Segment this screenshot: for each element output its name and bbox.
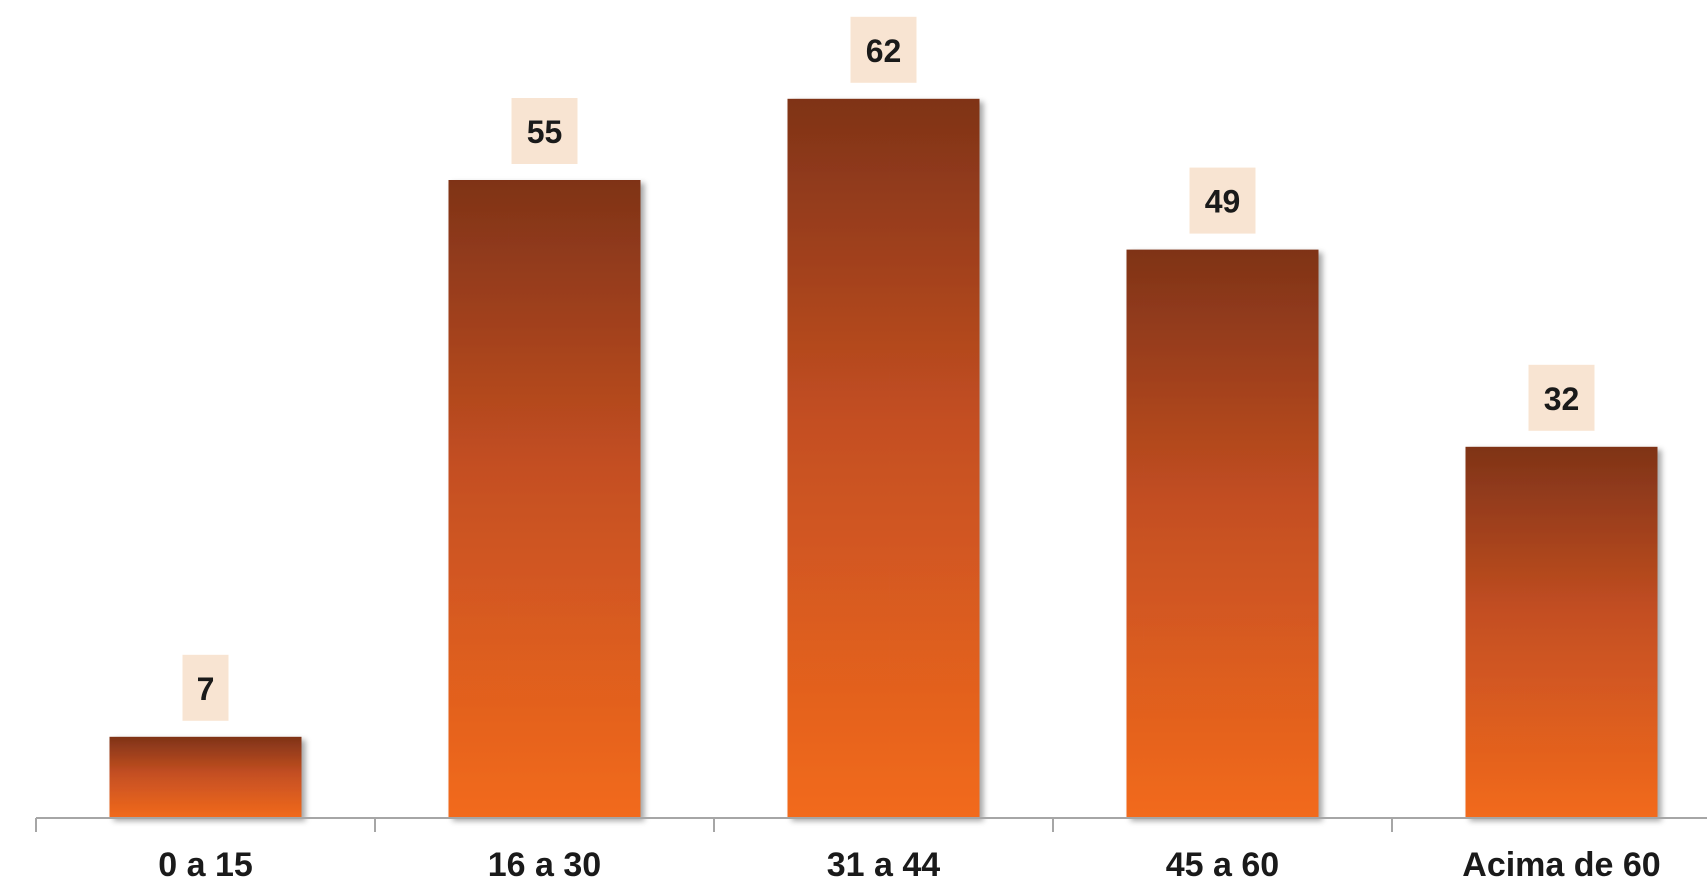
x-tick-label-2: 31 a 44 bbox=[827, 846, 941, 884]
data-label-4: 32 bbox=[1544, 381, 1580, 417]
bar-2 bbox=[787, 98, 980, 819]
data-label-2: 62 bbox=[866, 33, 902, 69]
bar-1 bbox=[448, 180, 641, 818]
bars-layer bbox=[109, 98, 1658, 819]
data-label-3: 49 bbox=[1205, 184, 1241, 220]
data-label-1: 55 bbox=[527, 114, 563, 150]
bar-4 bbox=[1465, 446, 1658, 818]
data-label-bg-0 bbox=[182, 654, 229, 721]
bar-0 bbox=[109, 736, 302, 818]
x-tick-label-0: 0 a 15 bbox=[158, 846, 253, 884]
data-label-bg-3 bbox=[1189, 167, 1256, 234]
data-label-bg-1 bbox=[511, 98, 578, 164]
data-label-bg-2 bbox=[850, 16, 917, 83]
x-tick-label-4: Acima de 60 bbox=[1462, 846, 1660, 884]
x-axis: 0 a 15 16 a 30 31 a 44 45 a 60 Acima de 60 bbox=[35, 817, 1707, 884]
bar-3 bbox=[1126, 249, 1319, 819]
data-labels-layer: 7 55 62 49 32 bbox=[182, 16, 1595, 721]
data-label-0: 7 bbox=[197, 671, 215, 707]
x-tick-label-1: 16 a 30 bbox=[488, 846, 601, 884]
x-tick-label-3: 45 a 60 bbox=[1166, 846, 1279, 884]
data-label-bg-4 bbox=[1528, 364, 1595, 431]
